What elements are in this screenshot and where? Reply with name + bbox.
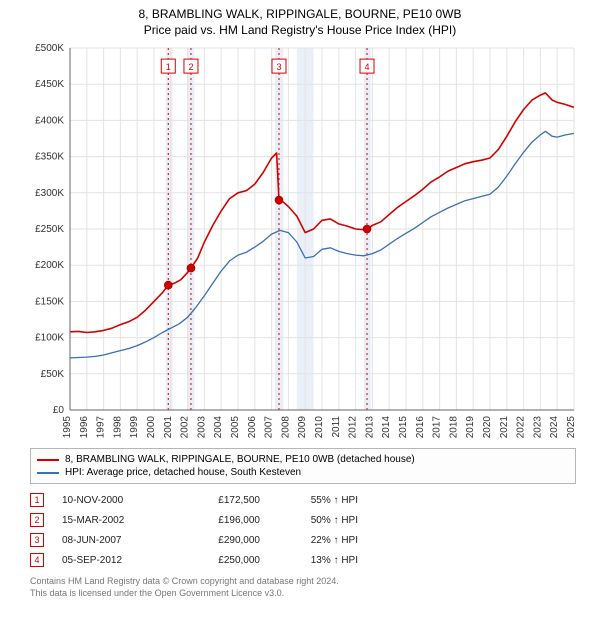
svg-text:2021: 2021 (499, 416, 510, 439)
transaction-date: 15-MAR-2002 (62, 515, 162, 526)
transaction-diff: 50% ↑ HPI (278, 515, 358, 526)
legend-label: 8, BRAMBLING WALK, RIPPINGALE, BOURNE, P… (65, 454, 415, 465)
data-attribution: Contains HM Land Registry data © Crown c… (30, 576, 576, 599)
svg-text:1999: 1999 (129, 416, 140, 439)
svg-text:2020: 2020 (482, 416, 493, 439)
svg-text:2008: 2008 (280, 416, 291, 439)
svg-text:2023: 2023 (532, 416, 543, 439)
svg-text:1998: 1998 (112, 416, 123, 439)
svg-text:£350K: £350K (35, 152, 64, 163)
svg-text:£500K: £500K (35, 43, 64, 54)
transaction-diff: 13% ↑ HPI (278, 555, 358, 566)
svg-text:2018: 2018 (448, 416, 459, 439)
transaction-date: 08-JUN-2007 (62, 535, 162, 546)
transaction-marker: 3 (30, 533, 44, 547)
footer-line1: Contains HM Land Registry data © Crown c… (30, 576, 576, 588)
svg-text:2025: 2025 (566, 416, 577, 439)
legend-row: HPI: Average price, detached house, Sout… (37, 466, 569, 479)
svg-text:£300K: £300K (35, 188, 64, 199)
legend: 8, BRAMBLING WALK, RIPPINGALE, BOURNE, P… (30, 448, 576, 484)
svg-text:2016: 2016 (415, 416, 426, 439)
transaction-row: 1 10-NOV-2000 £172,500 55% ↑ HPI (30, 490, 576, 510)
svg-text:£0: £0 (53, 405, 65, 416)
svg-text:2004: 2004 (213, 416, 224, 439)
transaction-price: £290,000 (180, 535, 260, 546)
transaction-price: £172,500 (180, 495, 260, 506)
svg-text:£450K: £450K (35, 80, 64, 91)
svg-text:2017: 2017 (432, 416, 443, 439)
svg-text:2: 2 (188, 62, 193, 72)
chart-titles: 8, BRAMBLING WALK, RIPPINGALE, BOURNE, P… (0, 0, 600, 40)
svg-text:2009: 2009 (297, 416, 308, 439)
footer-line2: This data is licensed under the Open Gov… (30, 588, 576, 600)
svg-text:2001: 2001 (163, 416, 174, 439)
svg-text:2012: 2012 (348, 416, 359, 439)
svg-text:1997: 1997 (96, 416, 107, 439)
transaction-marker: 4 (30, 553, 44, 567)
transaction-row: 3 08-JUN-2007 £290,000 22% ↑ HPI (30, 530, 576, 550)
svg-text:2003: 2003 (196, 416, 207, 439)
svg-text:£150K: £150K (35, 297, 64, 308)
chart-svg: 1 2 3 4 £0 £50K £100K £150K £200K £250K £300K £350K… (20, 40, 580, 440)
svg-text:2002: 2002 (180, 416, 191, 439)
svg-text:2005: 2005 (230, 416, 241, 439)
transaction-marker: 2 (30, 513, 44, 527)
transaction-row: 2 15-MAR-2002 £196,000 50% ↑ HPI (30, 510, 576, 530)
transaction-price: £196,000 (180, 515, 260, 526)
transactions-table: 1 10-NOV-2000 £172,500 55% ↑ HPI 2 15-MAR-200… (30, 490, 576, 570)
svg-text:£200K: £200K (35, 261, 64, 272)
svg-text:£250K: £250K (35, 224, 64, 235)
svg-text:2024: 2024 (549, 416, 560, 439)
svg-text:£100K: £100K (35, 333, 64, 344)
svg-text:2015: 2015 (398, 416, 409, 439)
svg-text:1995: 1995 (62, 416, 73, 439)
transaction-price: £250,000 (180, 555, 260, 566)
title-line1: 8, BRAMBLING WALK, RIPPINGALE, BOURNE, P… (4, 6, 596, 22)
transaction-diff: 55% ↑ HPI (278, 495, 358, 506)
transaction-date: 05-SEP-2012 (62, 555, 162, 566)
svg-text:2010: 2010 (314, 416, 325, 439)
title-line2: Price paid vs. HM Land Registry's House … (4, 22, 596, 38)
legend-swatch (37, 459, 59, 461)
legend-label: HPI: Average price, detached house, Sout… (65, 467, 301, 478)
svg-text:2011: 2011 (331, 416, 342, 438)
transaction-marker: 1 (30, 493, 44, 507)
svg-text:1996: 1996 (79, 416, 90, 439)
legend-swatch (37, 472, 59, 474)
svg-text:£50K: £50K (41, 369, 65, 380)
price-chart: 1 2 3 4 £0 £50K £100K £150K £200K £250K £300K £350K… (20, 40, 580, 440)
svg-text:2022: 2022 (516, 416, 527, 439)
transaction-date: 10-NOV-2000 (62, 495, 162, 506)
svg-text:2000: 2000 (146, 416, 157, 439)
legend-row: 8, BRAMBLING WALK, RIPPINGALE, BOURNE, P… (37, 453, 569, 466)
transaction-row: 4 05-SEP-2012 £250,000 13% ↑ HPI (30, 550, 576, 570)
svg-text:3: 3 (276, 62, 281, 72)
svg-text:2014: 2014 (381, 416, 392, 439)
svg-text:2007: 2007 (264, 416, 275, 439)
svg-text:2006: 2006 (247, 416, 258, 439)
svg-text:1: 1 (166, 62, 171, 72)
svg-text:2013: 2013 (364, 416, 375, 439)
svg-text:£400K: £400K (35, 116, 64, 127)
svg-text:2019: 2019 (465, 416, 476, 439)
transaction-diff: 22% ↑ HPI (278, 535, 358, 546)
svg-text:4: 4 (365, 62, 370, 72)
